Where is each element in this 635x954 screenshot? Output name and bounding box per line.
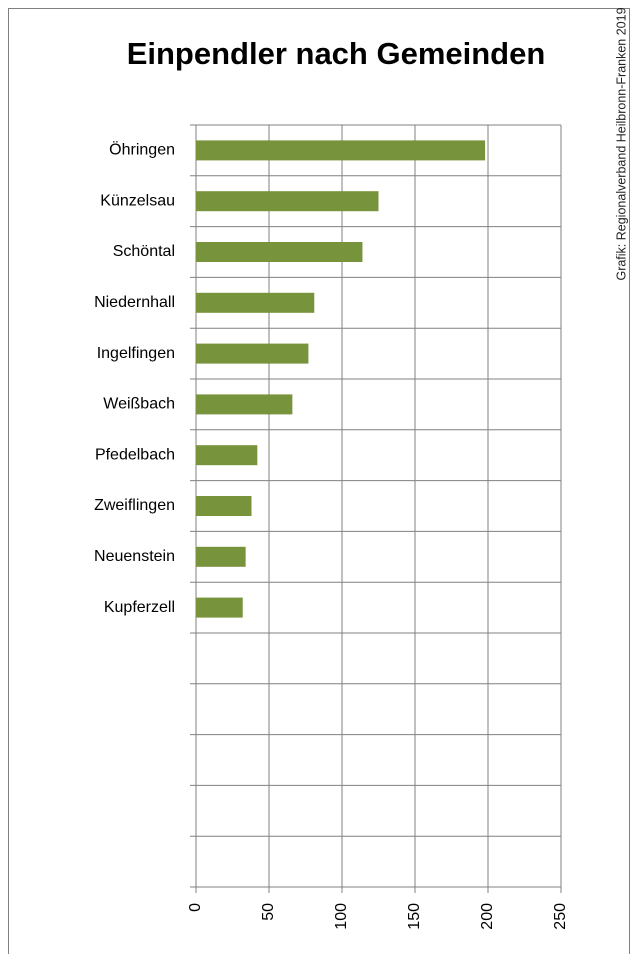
- bar: [196, 343, 309, 364]
- x-tick-label: 250: [552, 903, 569, 930]
- x-tick-label: 200: [479, 903, 496, 930]
- y-tick-label: Neuenstein: [94, 548, 175, 565]
- bar: [196, 191, 379, 212]
- y-tick-label: Niedernhall: [94, 294, 175, 311]
- x-tick-label: 150: [406, 903, 423, 930]
- bar: [196, 394, 293, 415]
- y-tick-label: Kupferzell: [104, 599, 175, 616]
- y-tick-label: Weißbach: [103, 396, 175, 413]
- y-tick-label: Zweiflingen: [94, 497, 175, 514]
- frame: [8, 8, 630, 954]
- bar: [196, 242, 363, 262]
- chart-title: Einpendler nach Gemeinden: [127, 36, 546, 71]
- y-tick-label: Öhringen: [109, 141, 175, 159]
- y-tick-label: Pfedelbach: [95, 446, 175, 463]
- bar: [196, 140, 486, 161]
- y-tick-label: Ingelfingen: [97, 345, 175, 362]
- x-tick-label: 100: [333, 903, 350, 930]
- source-note: Grafik: Regionalverband Heilbronn-Franke…: [614, 7, 628, 280]
- bar: [196, 597, 243, 618]
- bar: [196, 292, 315, 313]
- bar: [196, 496, 252, 516]
- x-tick-label: 50: [260, 903, 277, 921]
- bar: [196, 445, 258, 466]
- y-tick-label: Schöntal: [113, 243, 175, 260]
- bar: [196, 546, 246, 567]
- y-tick-label: Künzelsau: [100, 192, 175, 209]
- x-tick-label: 0: [187, 903, 204, 912]
